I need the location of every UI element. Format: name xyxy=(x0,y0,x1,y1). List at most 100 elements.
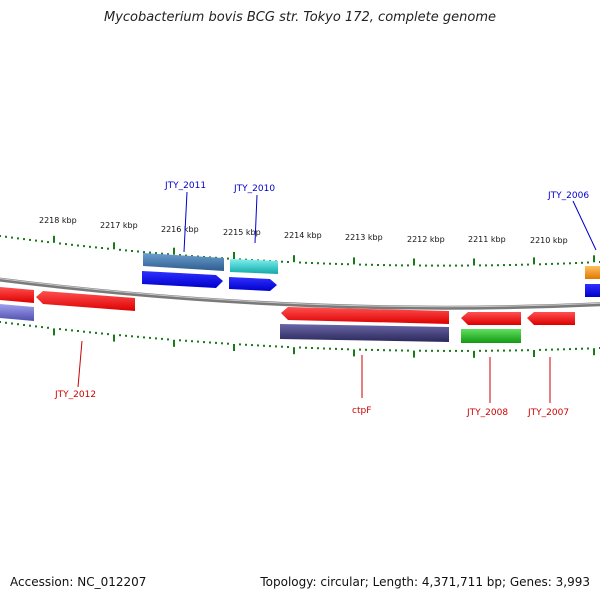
minor-tick xyxy=(185,339,187,342)
minor-tick xyxy=(545,263,547,266)
minor-tick xyxy=(509,349,511,352)
cds-reverse-left[interactable] xyxy=(0,287,34,303)
minor-tick xyxy=(527,263,529,266)
minor-tick xyxy=(347,348,349,351)
minor-tick xyxy=(431,264,433,267)
minor-tick xyxy=(251,344,253,347)
minor-tick xyxy=(395,264,397,267)
minor-tick xyxy=(485,264,487,267)
major-tick xyxy=(233,252,235,259)
tick-label-2218: 2218 kbp xyxy=(39,216,77,225)
minor-tick xyxy=(377,349,379,351)
minor-tick xyxy=(101,247,103,249)
minor-tick xyxy=(359,348,361,351)
minor-tick xyxy=(149,336,151,339)
minor-tick xyxy=(83,245,85,248)
minor-tick xyxy=(131,335,133,338)
gene-feature-left[interactable] xyxy=(0,304,34,321)
minor-tick xyxy=(29,238,31,241)
minor-tick xyxy=(431,349,433,352)
minor-tick xyxy=(167,338,169,341)
gene-label-jty-2006[interactable]: JTY_2006 xyxy=(547,191,589,201)
major-tick xyxy=(173,339,175,347)
gene-label-jty-2007[interactable]: JTY_2007 xyxy=(527,408,569,418)
minor-tick xyxy=(11,322,13,325)
minor-tick xyxy=(239,343,241,346)
tick-label-2215: 2215 kbp xyxy=(223,228,261,237)
cds-reverse-ctpf[interactable] xyxy=(281,307,449,324)
minor-tick xyxy=(383,264,385,267)
gene-feature-jty-2006[interactable] xyxy=(585,266,600,279)
gene-feature-jty-2008[interactable] xyxy=(461,329,521,343)
minor-tick xyxy=(17,323,19,326)
minor-tick xyxy=(419,349,421,352)
major-tick xyxy=(113,334,115,342)
minor-tick xyxy=(95,246,97,249)
minor-tick xyxy=(107,333,109,336)
minor-tick xyxy=(401,264,403,267)
minor-tick xyxy=(455,264,457,267)
minor-tick xyxy=(311,262,313,264)
minor-tick xyxy=(107,247,109,250)
minor-tick xyxy=(569,348,571,351)
gene-label-jty-2012[interactable]: JTY_2012 xyxy=(54,390,96,400)
gene-label-jty-2011[interactable]: JTY_2011 xyxy=(164,181,206,191)
minor-tick xyxy=(305,261,307,264)
minor-tick xyxy=(65,328,67,331)
minor-tick xyxy=(101,332,103,335)
gene-feature-jty-2010[interactable] xyxy=(230,259,278,274)
minor-tick xyxy=(275,345,277,348)
minor-tick xyxy=(137,335,139,338)
minor-tick xyxy=(443,264,445,267)
minor-tick xyxy=(377,264,379,266)
minor-tick xyxy=(365,348,367,351)
minor-tick xyxy=(83,330,85,333)
cds-forward-jty-2011[interactable] xyxy=(142,271,223,288)
minor-tick xyxy=(335,347,337,350)
cds-reverse-jty-2008[interactable] xyxy=(461,312,521,325)
minor-tick xyxy=(479,264,481,267)
gene-feature-ctpf[interactable] xyxy=(280,324,449,342)
gene-label-ctpf[interactable]: ctpF xyxy=(352,406,371,416)
tick-label-2213: 2213 kbp xyxy=(345,233,383,242)
minor-tick xyxy=(395,349,397,352)
cds-reverse-jty-2012[interactable] xyxy=(36,291,135,311)
gene-label-jty-2008[interactable]: JTY_2008 xyxy=(466,408,508,418)
minor-tick xyxy=(0,235,1,237)
minor-tick xyxy=(179,339,181,342)
major-tick xyxy=(293,255,295,263)
gene-label-jty-2010[interactable]: JTY_2010 xyxy=(233,184,275,194)
minor-tick xyxy=(197,340,199,343)
cds-reverse-jty-2007[interactable] xyxy=(527,312,575,325)
minor-tick xyxy=(299,346,301,349)
minor-tick xyxy=(59,328,61,331)
minor-tick xyxy=(329,262,331,265)
minor-tick xyxy=(11,236,13,239)
minor-tick xyxy=(563,262,565,265)
minor-tick xyxy=(149,251,151,254)
minor-tick xyxy=(47,326,49,329)
cds-forward-jty-2006[interactable] xyxy=(585,284,600,297)
minor-tick xyxy=(461,349,463,352)
minor-tick xyxy=(551,348,553,351)
minor-tick xyxy=(317,347,319,350)
minor-tick xyxy=(539,263,541,266)
cds-forward-jty-2010[interactable] xyxy=(229,277,277,291)
minor-tick xyxy=(29,324,31,327)
minor-tick xyxy=(587,347,589,350)
minor-tick xyxy=(359,263,361,266)
gene-feature-jty-2011[interactable] xyxy=(143,253,224,271)
minor-tick xyxy=(35,239,37,242)
minor-tick xyxy=(503,264,505,267)
tick-label-2216: 2216 kbp xyxy=(161,225,199,234)
minor-tick xyxy=(311,347,313,349)
minor-tick xyxy=(71,329,73,332)
minor-tick xyxy=(95,331,97,334)
minor-tick xyxy=(287,346,289,348)
leader-jty-2010 xyxy=(254,194,258,244)
minor-tick xyxy=(557,348,559,351)
minor-tick xyxy=(491,349,493,352)
minor-tick xyxy=(425,264,427,267)
minor-tick xyxy=(485,349,487,352)
minor-tick xyxy=(449,264,451,267)
